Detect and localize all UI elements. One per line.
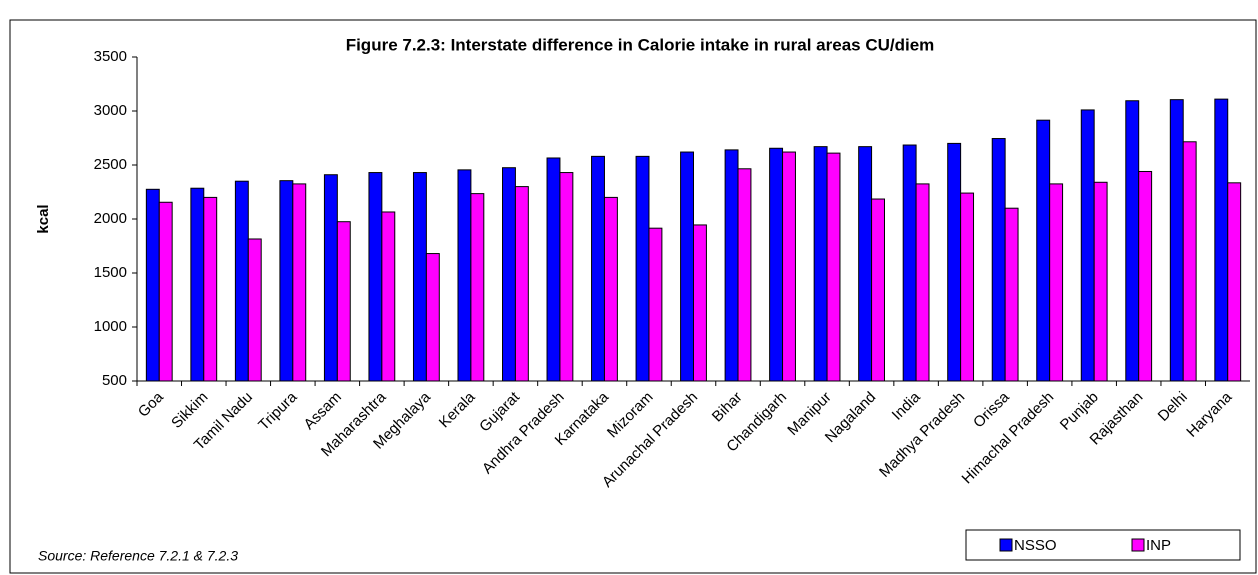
y-tick-label: 1500: [94, 264, 127, 281]
bar: [826, 152, 841, 382]
bar: [1049, 183, 1064, 382]
bar: [603, 196, 618, 382]
bar: [782, 151, 796, 382]
bar: [1182, 141, 1197, 382]
bar: [234, 180, 249, 382]
bar: [559, 172, 574, 382]
bar: [680, 151, 694, 382]
chart-title: Figure 7.2.3: Interstate difference in C…: [346, 35, 935, 54]
legend-swatch: [1131, 538, 1145, 552]
bar: [336, 221, 351, 382]
bar: [1080, 109, 1095, 382]
y-tick-label: 3000: [94, 102, 127, 119]
bar: [947, 142, 962, 382]
bar: [203, 196, 218, 382]
bar: [470, 193, 485, 382]
bar: [546, 157, 561, 382]
bar: [1214, 98, 1229, 382]
y-tick-label: 500: [102, 372, 127, 389]
bar: [247, 238, 262, 382]
bar: [769, 147, 784, 382]
bar: [190, 187, 205, 382]
bar: [279, 180, 294, 382]
bar: [1004, 207, 1019, 382]
bar: [502, 167, 516, 382]
bar: [412, 172, 427, 382]
bar: [1093, 181, 1108, 382]
bar: [871, 198, 885, 382]
bar: [1169, 99, 1184, 382]
bar: [991, 138, 1006, 382]
y-axis-title: kcal: [35, 204, 52, 233]
bar: [1227, 182, 1242, 382]
bar: [292, 183, 307, 382]
bar: [915, 183, 930, 382]
bar: [1125, 100, 1140, 382]
y-tick-label: 2500: [94, 156, 127, 173]
bar: [635, 155, 650, 382]
legend-label: INP: [1146, 537, 1171, 554]
y-tick-label: 1000: [94, 318, 127, 335]
bar: [457, 169, 472, 382]
bar: [145, 188, 160, 382]
legend-label: NSSO: [1014, 537, 1057, 554]
bar: [737, 168, 752, 382]
bar: [693, 224, 707, 382]
bar: [1036, 119, 1051, 382]
bar: [960, 192, 975, 382]
bar: [902, 144, 917, 382]
bar: [381, 211, 396, 382]
bar: [514, 186, 529, 382]
bar: [724, 149, 739, 382]
source-note: Source: Reference 7.2.1 & 7.2.3: [38, 548, 238, 564]
bar: [858, 146, 873, 382]
bar: [323, 174, 338, 382]
bar: [813, 146, 828, 382]
bar: [368, 172, 383, 382]
bar: [591, 155, 605, 382]
bar: [158, 201, 173, 382]
bar: [648, 227, 663, 382]
y-tick-label: 3500: [94, 48, 127, 65]
legend-swatch: [999, 538, 1013, 552]
bar: [425, 253, 440, 382]
bar: [1138, 170, 1153, 382]
y-tick-label: 2000: [94, 210, 127, 227]
